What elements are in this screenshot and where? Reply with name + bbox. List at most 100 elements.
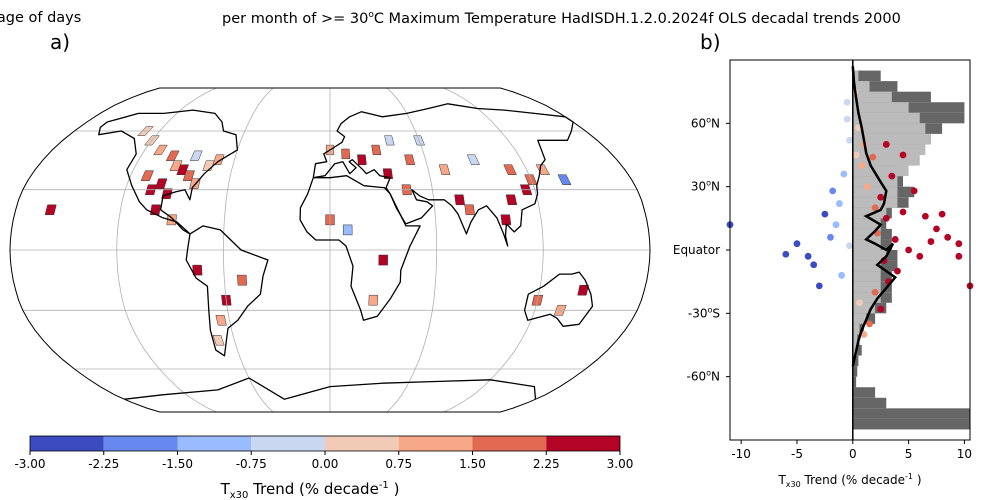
trend-point: [835, 200, 843, 207]
land-fraction-bar: [852, 155, 920, 166]
trend-point: [846, 242, 853, 250]
land-fraction-bar: [852, 271, 881, 282]
trend-point: [899, 151, 907, 159]
trend-point: [955, 240, 963, 248]
coastline: [185, 225, 269, 357]
land-fraction-bar: [852, 165, 909, 177]
map-cell: [192, 264, 203, 276]
x-tick-label: 10: [957, 447, 972, 461]
figure-title-right: per month of >= 30oC Maximum Temperature…: [222, 10, 901, 27]
y-tick-label: -60oN: [687, 369, 721, 384]
land-fraction-bar: [852, 239, 881, 250]
colorbar-label: Tx30 Trend (% decade-1 ): [220, 480, 400, 500]
map-meridian: [443, 87, 544, 413]
figure-title-left-text: ntage of days: [0, 10, 82, 26]
trend-point: [829, 187, 837, 195]
trend-point: [933, 225, 940, 233]
xlabel-t: T: [777, 473, 786, 487]
xlabel-mid: Trend (% decade: [801, 473, 905, 487]
land-fraction-bar: [852, 207, 887, 219]
trend-point: [810, 261, 818, 269]
ocean-fraction-bar: [852, 418, 970, 430]
map-cell: [438, 164, 451, 175]
cbar-label-sub: x30: [230, 490, 249, 500]
profile-ticks: -10 -5 0 5 10 60oN 30oN Equator -30oS -60oN: [673, 115, 972, 461]
land-fraction-bar: [852, 102, 909, 113]
trend-point: [827, 233, 834, 241]
ocean-fraction-bar: [852, 355, 859, 367]
ocean-fraction-bar: [852, 81, 898, 92]
map-cell: [212, 335, 225, 346]
trend-point: [782, 250, 790, 258]
colorbar-tick-label: 0.00: [312, 457, 339, 471]
trend-point: [821, 210, 829, 218]
land-fraction-bar: [852, 302, 876, 314]
trend-point: [944, 233, 952, 241]
profile-x-axis-label: Tx30 Trend (% decade-1 ): [777, 472, 921, 489]
globe-outline: [9, 87, 651, 413]
trend-point: [877, 305, 885, 313]
title-suffix: C Maximum Temperature HadISDH.1.2.0.2024…: [373, 10, 901, 27]
colorbar-swatch: [472, 436, 547, 451]
land-fraction-bar: [852, 281, 881, 293]
map-cell: [341, 148, 351, 160]
map-cell: [464, 204, 475, 216]
trend-point: [852, 151, 860, 159]
trend-point: [916, 252, 924, 260]
map-cell: [384, 135, 395, 146]
map-cell: [140, 170, 154, 181]
map-cell: [155, 178, 168, 189]
trend-point: [910, 187, 918, 195]
map-cell: [153, 144, 168, 156]
land-fraction-bar: [852, 186, 898, 198]
land-fraction-bar: [852, 313, 867, 324]
ocean-fraction-bar: [852, 408, 970, 419]
map-meridian: [222, 87, 274, 413]
coastline: [98, 109, 239, 235]
map-meridian: [386, 87, 438, 413]
land-fraction-bar: [852, 133, 931, 145]
trend-point: [838, 271, 846, 279]
trend-point: [846, 136, 853, 144]
cbar-label-sup: -1: [379, 480, 389, 491]
trend-point: [863, 183, 871, 191]
coastline: [299, 175, 421, 321]
map-cell: [368, 294, 379, 306]
colorbar-tick-label: 1.50: [459, 457, 486, 471]
trend-point: [871, 288, 879, 296]
land-fraction-bar: [852, 144, 926, 155]
y-tick-label: 60oN: [691, 115, 720, 130]
colorbar-swatch: [103, 436, 178, 451]
colorbar-swatch: [546, 436, 620, 451]
colorbar: -3.00 -2.25 -1.50 -0.75 0.00 0.75 1.50 2.25 3.00: [14, 435, 633, 471]
trend-point: [858, 162, 866, 169]
colorbar-swatch: [325, 436, 399, 451]
coastline: [312, 103, 574, 247]
map-graticule: [10, 87, 650, 413]
land-fraction-bar: [852, 123, 926, 134]
map-cell: [212, 154, 225, 165]
trend-point: [840, 170, 848, 178]
land-fraction-bar: [852, 70, 859, 82]
land-fraction-bar: [852, 345, 858, 356]
xlabel-sup: -1: [905, 472, 913, 481]
trend-point: [905, 246, 913, 254]
coastline: [523, 271, 594, 327]
map-cell: [371, 144, 382, 156]
trend-point: [938, 210, 946, 218]
map-cell: [557, 174, 572, 185]
cbar-label-mid: Trend (% decade: [248, 480, 378, 498]
map-cell: [466, 154, 480, 165]
colorbar-tick-label: -2.25: [88, 457, 119, 471]
profile-points-layer: [726, 88, 974, 338]
trend-point: [843, 115, 851, 123]
map-cell: [161, 188, 173, 200]
trend-point: [869, 153, 877, 161]
colorbar-tick-label: 0.75: [385, 457, 412, 471]
trend-point: [866, 320, 873, 328]
trend-point: [832, 221, 840, 229]
y-tick-label: 30oN: [691, 179, 720, 194]
trend-point: [899, 208, 907, 216]
land-fraction-bar: [852, 81, 870, 92]
colorbar-tick-label: 2.25: [533, 457, 560, 471]
